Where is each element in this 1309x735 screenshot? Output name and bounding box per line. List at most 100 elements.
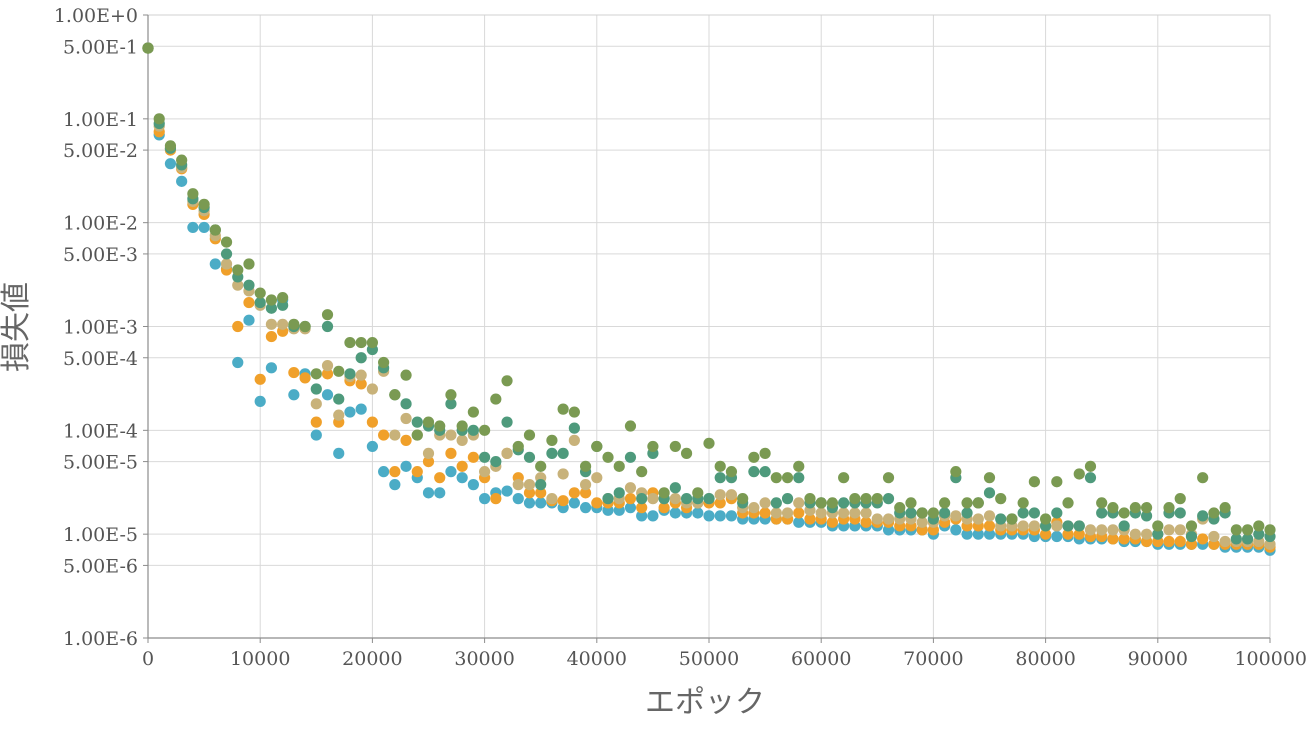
data-point (624, 482, 637, 494)
data-point (905, 497, 917, 509)
data-point (1264, 538, 1276, 550)
data-point (983, 510, 996, 522)
data-point (624, 502, 637, 514)
data-point (411, 416, 423, 428)
data-point (647, 510, 659, 522)
data-point (995, 513, 1007, 525)
data-point (748, 466, 760, 478)
data-point (1073, 528, 1085, 540)
data-point (983, 520, 996, 532)
data-point (905, 507, 917, 519)
data-point (333, 447, 345, 459)
data-point (310, 368, 322, 380)
data-point (467, 406, 479, 418)
data-point (737, 493, 749, 505)
data-point (445, 466, 457, 478)
data-point (355, 336, 367, 349)
data-point (636, 493, 648, 505)
data-point (602, 451, 614, 463)
x-axis-ticks: 0 10000 20000 30000 40000 50000 60000 70000 8000… (142, 648, 1307, 670)
data-point (882, 513, 895, 525)
data-point (1208, 507, 1220, 519)
data-point (826, 516, 839, 528)
data-point (759, 507, 771, 519)
data-point (669, 482, 681, 494)
data-point (838, 507, 850, 519)
x-tick-label: 100000 (1234, 648, 1307, 670)
data-point (1197, 472, 1209, 484)
data-point (422, 487, 435, 499)
data-point (1174, 493, 1186, 505)
data-point (1051, 476, 1063, 488)
data-point (523, 479, 536, 491)
data-point (333, 409, 345, 421)
x-tick-label: 40000 (567, 648, 627, 670)
y-tick-label: 5.00E-2 (63, 140, 138, 162)
data-point (1096, 497, 1108, 509)
data-point (714, 497, 726, 509)
data-point (479, 493, 491, 505)
x-tick-label: 50000 (679, 648, 739, 670)
data-point (501, 447, 513, 459)
data-point (950, 466, 962, 478)
data-point (243, 258, 255, 270)
data-point (310, 429, 322, 441)
data-point (265, 294, 278, 306)
data-point (759, 497, 771, 509)
data-point (1129, 528, 1141, 540)
x-tick-label: 20000 (342, 648, 402, 670)
data-point (1096, 524, 1108, 536)
data-point (692, 487, 704, 499)
data-point (860, 507, 872, 519)
x-tick-label: 60000 (791, 648, 851, 670)
data-point (793, 472, 805, 484)
data-point (658, 502, 670, 514)
data-point (939, 497, 951, 509)
data-point (321, 309, 334, 321)
data-point (849, 493, 861, 505)
data-point (254, 373, 266, 385)
data-point (310, 416, 322, 428)
data-point (568, 406, 580, 418)
data-point (725, 510, 738, 522)
data-point (535, 487, 547, 499)
y-tick-label: 1.00E-5 (63, 524, 138, 546)
data-point (793, 507, 805, 519)
data-point (613, 460, 625, 472)
data-point (636, 466, 648, 478)
data-point (983, 528, 996, 540)
data-point (232, 279, 244, 291)
data-point (355, 403, 367, 415)
data-point (983, 487, 996, 499)
data-point (389, 389, 401, 401)
data-point (299, 320, 311, 333)
data-point (1219, 535, 1231, 548)
data-point (321, 389, 334, 401)
data-point (680, 447, 693, 459)
data-point (254, 395, 266, 407)
data-point (299, 372, 311, 384)
data-point (1152, 528, 1164, 540)
data-point (1073, 468, 1085, 480)
data-point (1062, 497, 1074, 509)
data-point (804, 493, 816, 505)
data-point (1174, 535, 1186, 548)
data-point (1017, 497, 1029, 509)
y-axis-title: 損失値 (0, 282, 34, 372)
data-point (568, 434, 580, 446)
data-point (725, 489, 738, 501)
data-point (479, 424, 491, 436)
data-point (770, 497, 782, 509)
data-point (176, 154, 188, 166)
data-point (714, 489, 726, 501)
y-tick-label: 1.00E-2 (63, 213, 138, 235)
data-point (680, 493, 693, 505)
data-point (254, 287, 266, 299)
data-point (445, 447, 457, 459)
data-point (748, 502, 760, 514)
data-point (422, 455, 435, 468)
data-point (366, 416, 378, 428)
y-tick-label: 5.00E-3 (63, 244, 138, 266)
data-point (467, 424, 479, 436)
data-point (860, 516, 872, 528)
